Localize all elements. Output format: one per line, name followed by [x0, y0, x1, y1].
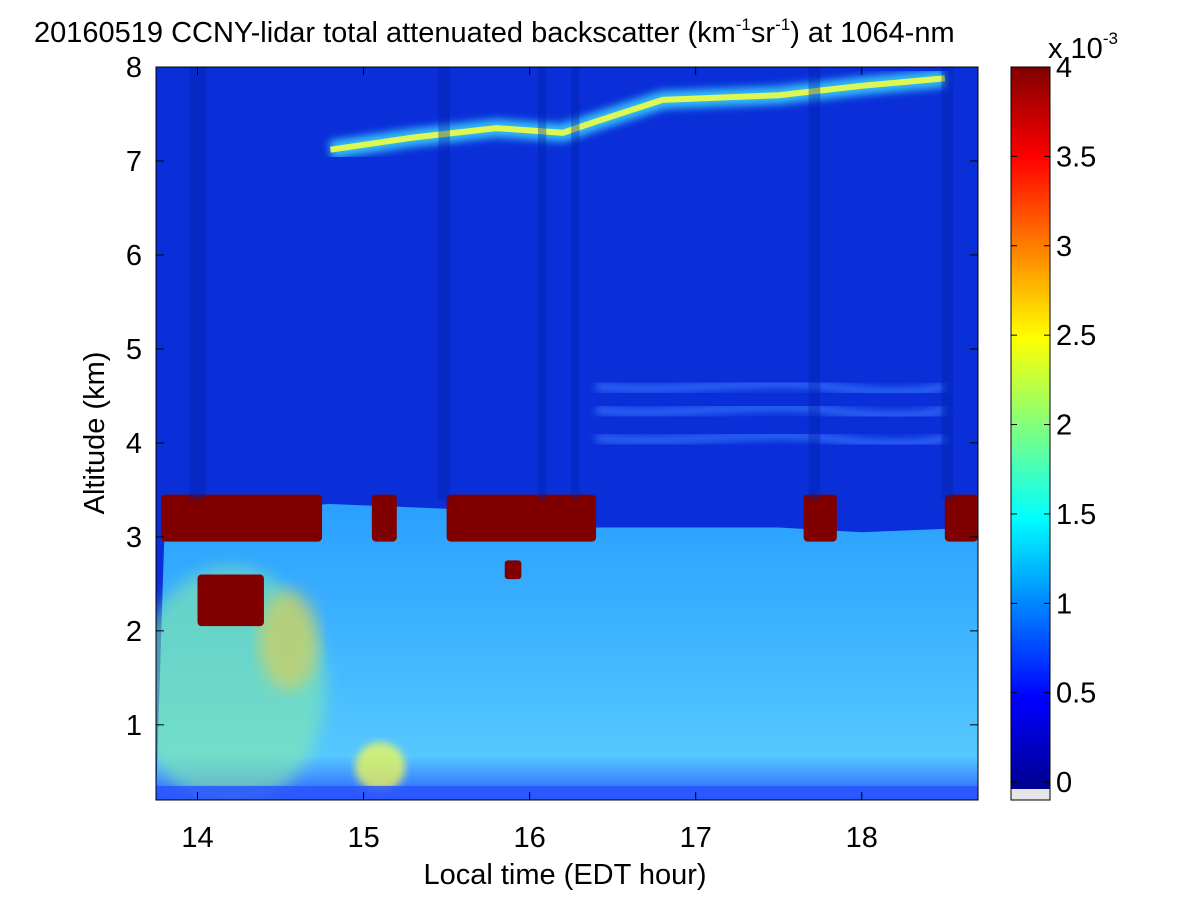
y-tick-label: 2	[126, 616, 142, 648]
boundary-layer-region	[156, 504, 978, 800]
colorbar-tick-label: 3	[1056, 231, 1072, 263]
signal-dropout-stripe	[571, 67, 580, 500]
y-tick-label: 6	[126, 240, 142, 272]
elevated-aerosol-layer	[595, 379, 947, 397]
elevated-aerosol-layer	[595, 402, 947, 420]
colorbar-tick-label: 1.5	[1056, 499, 1096, 531]
y-axis: 1 2 3 4 5 6 7 8	[126, 52, 978, 742]
colorbar-exponent: x 10-3	[1048, 29, 1118, 65]
x-axis: 14 15 16 17 18	[181, 67, 878, 854]
low-cloud-saturated	[197, 574, 264, 627]
y-tick-label: 8	[126, 52, 142, 84]
colorbar-tick-label: 3.5	[1056, 141, 1096, 173]
cloud-top-saturated	[944, 494, 978, 542]
colorbar-frame	[1010, 66, 1051, 801]
y-tick-label: 4	[126, 428, 142, 460]
ground-return-band	[156, 785, 978, 800]
cirrus-layer-core	[329, 75, 946, 153]
surface-aerosol-hotspot	[355, 742, 406, 793]
x-tick-label: 17	[680, 822, 712, 854]
colorbar-tick-label: 0.5	[1056, 678, 1096, 710]
x-tick-label: 14	[181, 822, 213, 854]
signal-dropout-stripe	[808, 67, 821, 500]
x-axis-label: Local time (EDT hour)	[423, 859, 706, 891]
colorbar-tick-label: 1	[1056, 588, 1072, 620]
x-tick-label: 18	[846, 822, 878, 854]
colorbar-ticks: 0 0.5 1 1.5 2 2.5 3 3.5 4	[1011, 52, 1096, 799]
plot-frame	[155, 66, 979, 801]
y-tick-label: 3	[126, 522, 142, 554]
signal-dropout-stripe	[189, 67, 206, 500]
y-tick-label: 7	[126, 146, 142, 178]
heatmap-layers	[156, 67, 978, 800]
cloud-top-saturated	[446, 494, 597, 542]
x-tick-label: 16	[514, 822, 546, 854]
colorbar-tick-label: 4	[1056, 52, 1072, 84]
colorbar-tick-label: 2	[1056, 410, 1072, 442]
cloud-top-saturated	[371, 494, 397, 542]
surface-aerosol-core	[258, 590, 319, 691]
cloud-top-saturated	[803, 494, 837, 542]
colorbar-tick-label: 0	[1056, 767, 1072, 799]
colorbar: 0 0.5 1 1.5 2 2.5 3 3.5 4 x 10-3	[1010, 29, 1118, 801]
elevated-aerosol-layer	[595, 430, 947, 449]
y-tick-label: 1	[126, 710, 142, 742]
cloud-top-saturated	[160, 494, 323, 542]
signal-dropout-stripe	[941, 67, 954, 500]
plot-area	[156, 67, 978, 800]
signal-dropout-stripe	[537, 67, 547, 500]
signal-dropout-stripe	[438, 67, 450, 500]
chart-title: 20160519 CCNY-lidar total attenuated bac…	[34, 15, 955, 49]
x-tick-label: 15	[347, 822, 379, 854]
colorbar-tick-label: 2.5	[1056, 320, 1096, 352]
y-tick-label: 5	[126, 334, 142, 366]
y-axis-label: Altitude (km)	[79, 352, 111, 515]
low-cloud-saturated	[504, 560, 522, 580]
colorbar-gradient	[1011, 67, 1050, 789]
colorbar-below-range	[1011, 789, 1050, 800]
